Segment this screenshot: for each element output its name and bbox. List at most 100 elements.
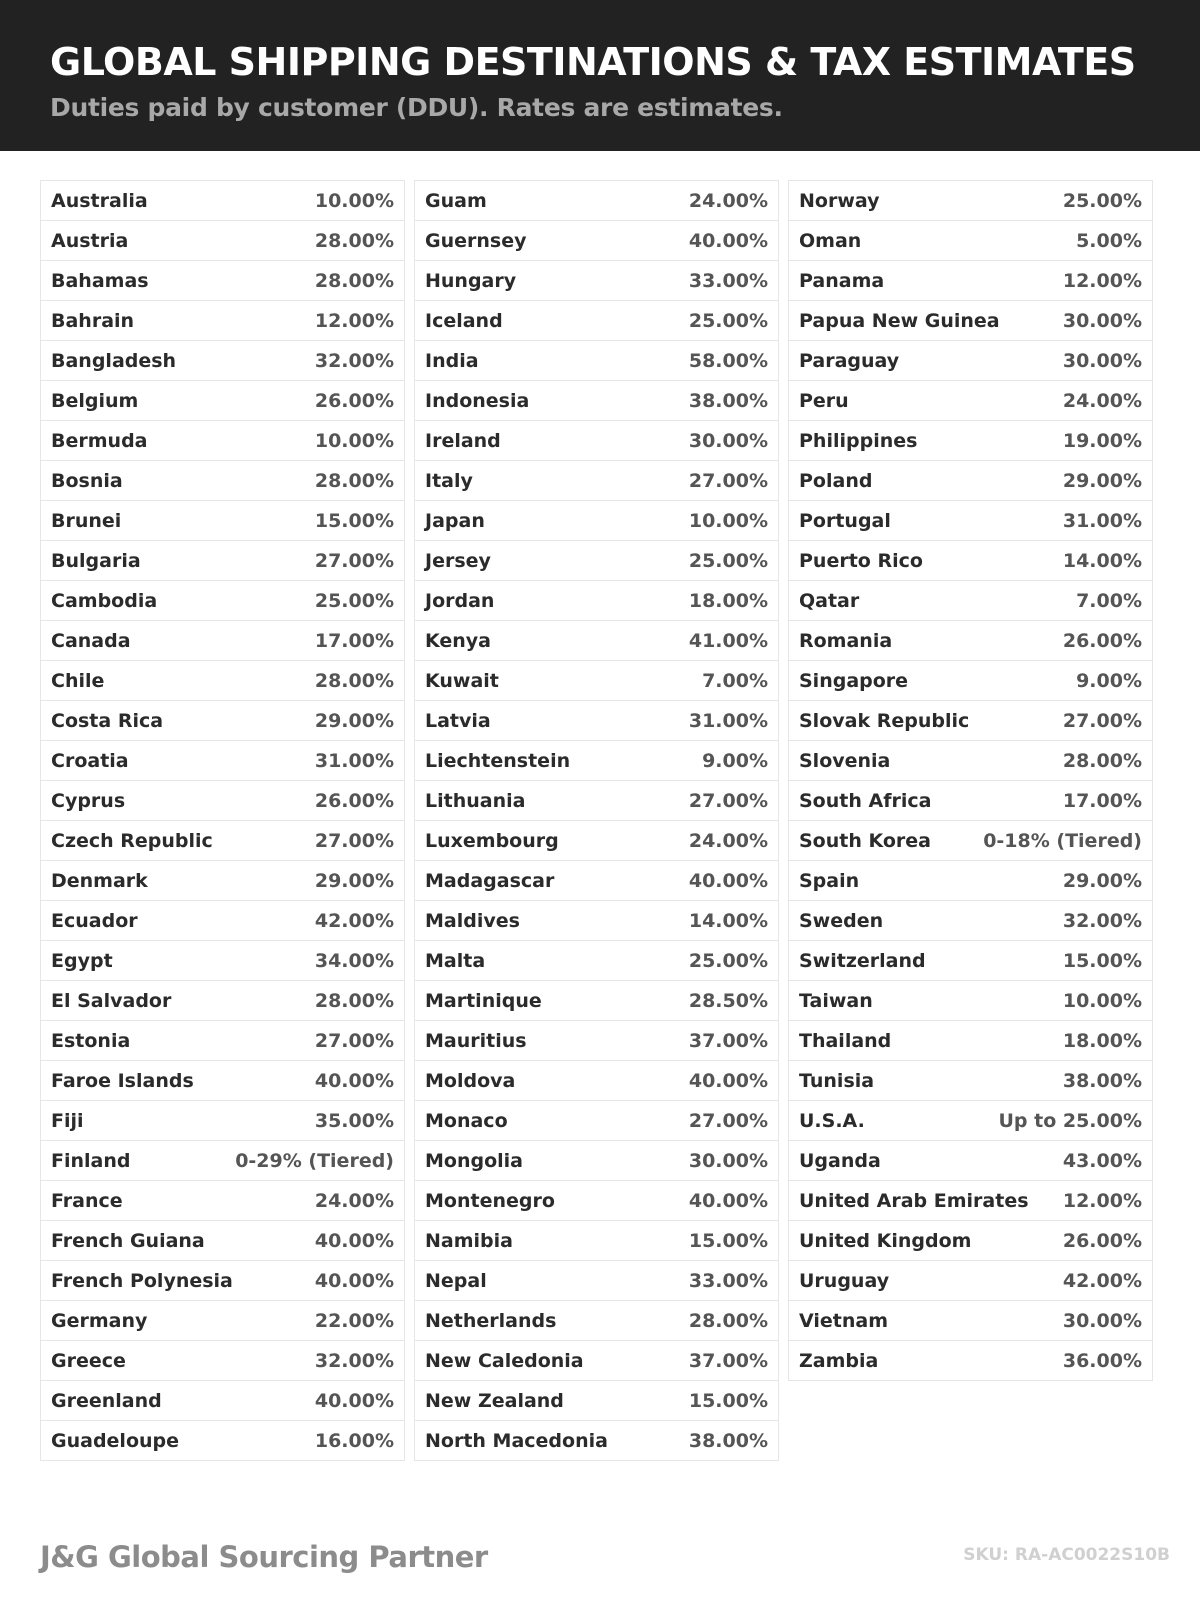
country-name: Taiwan [799,989,873,1012]
country-name: Greenland [51,1389,162,1412]
country-name: Moldova [425,1069,516,1092]
country-name: Mongolia [425,1149,523,1172]
table-row: Moldova 40.00% [415,1061,778,1101]
table-row: Vietnam 30.00% [789,1301,1152,1341]
country-name: Ecuador [51,909,138,932]
tax-rate: 28.00% [1062,749,1142,772]
table-row: Oman 5.00% [789,221,1152,261]
tax-rate: 27.00% [314,549,394,572]
tax-rate: 27.00% [688,789,768,812]
country-name: Madagascar [425,869,555,892]
rates-table-column-2: Guam 24.00% Guernsey 40.00% Hungary 33.00% Ice… [414,180,779,1461]
tax-rate: 9.00% [702,749,768,772]
country-name: Guernsey [425,229,527,252]
table-row: South Korea 0-18% (Tiered) [789,821,1152,861]
country-name: Australia [51,189,148,212]
tax-rate: 24.00% [314,1189,394,1212]
table-row: United Kingdom 26.00% [789,1221,1152,1261]
country-name: Switzerland [799,949,926,972]
tax-rate: 32.00% [314,349,394,372]
tax-rate: 28.00% [314,469,394,492]
table-row: Croatia 31.00% [41,741,404,781]
country-name: Norway [799,189,880,212]
country-name: Tunisia [799,1069,875,1092]
tax-rate: 32.00% [1062,909,1142,932]
table-row: Italy 27.00% [415,461,778,501]
tax-rate: 16.00% [314,1429,394,1452]
country-name: Faroe Islands [51,1069,194,1092]
tax-rate: 29.00% [314,709,394,732]
country-name: Papua New Guinea [799,309,1000,332]
table-row: Zambia 36.00% [789,1341,1152,1381]
table-row: Bahamas 28.00% [41,261,404,301]
header: GLOBAL SHIPPING DESTINATIONS & TAX ESTIM… [0,0,1200,151]
tax-rate: 32.00% [314,1349,394,1372]
tax-rate: 43.00% [1062,1149,1142,1172]
table-row: Costa Rica 29.00% [41,701,404,741]
country-name: Belgium [51,389,139,412]
table-row: New Caledonia 37.00% [415,1341,778,1381]
country-name: Ireland [425,429,501,452]
country-name: Poland [799,469,873,492]
country-name: Croatia [51,749,129,772]
table-row: Ireland 30.00% [415,421,778,461]
tax-rate: 36.00% [1062,1349,1142,1372]
tax-rate: 42.00% [1062,1269,1142,1292]
country-name: Nepal [425,1269,487,1292]
table-row: Qatar 7.00% [789,581,1152,621]
country-name: South Korea [799,829,932,852]
table-row: Indonesia 38.00% [415,381,778,421]
tax-rate: 28.00% [314,989,394,1012]
table-row: Bosnia 28.00% [41,461,404,501]
country-name: Martinique [425,989,542,1012]
tax-rate: 30.00% [1062,309,1142,332]
country-name: Indonesia [425,389,530,412]
tax-rate: 5.00% [1076,229,1142,252]
table-row: Portugal 31.00% [789,501,1152,541]
country-name: Costa Rica [51,709,164,732]
table-row: Guadeloupe 16.00% [41,1421,404,1461]
country-name: South Africa [799,789,932,812]
tax-rate: 24.00% [688,189,768,212]
country-name: Guadeloupe [51,1429,180,1452]
table-row: Guernsey 40.00% [415,221,778,261]
table-row: Tunisia 38.00% [789,1061,1152,1101]
tax-rate: 10.00% [688,509,768,532]
table-row: France 24.00% [41,1181,404,1221]
table-row: Maldives 14.00% [415,901,778,941]
table-row: El Salvador 28.00% [41,981,404,1021]
tax-rate: 12.00% [314,309,394,332]
country-name: Bulgaria [51,549,141,572]
country-name: Italy [425,469,473,492]
table-row: Kuwait 7.00% [415,661,778,701]
country-name: Bahrain [51,309,135,332]
table-row: Japan 10.00% [415,501,778,541]
country-name: Namibia [425,1229,513,1252]
table-row: Austria 28.00% [41,221,404,261]
country-name: Denmark [51,869,148,892]
tax-rate: Up to 25.00% [998,1109,1142,1132]
tax-rate: 40.00% [688,1069,768,1092]
country-name: Bermuda [51,429,148,452]
table-row: Malta 25.00% [415,941,778,981]
country-name: Latvia [425,709,491,732]
table-row: Liechtenstein 9.00% [415,741,778,781]
country-name: North Macedonia [425,1429,608,1452]
table-row: Thailand 18.00% [789,1021,1152,1061]
table-row: Australia 10.00% [41,181,404,221]
tax-rate: 37.00% [688,1349,768,1372]
tax-rate: 38.00% [688,389,768,412]
tax-rate: 25.00% [314,589,394,612]
table-row: Luxembourg 24.00% [415,821,778,861]
table-row: South Africa 17.00% [789,781,1152,821]
tax-rate: 26.00% [314,389,394,412]
tax-rate: 40.00% [314,1069,394,1092]
tax-rate: 27.00% [314,829,394,852]
tax-rate: 0-29% (Tiered) [235,1149,394,1172]
table-row: Netherlands 28.00% [415,1301,778,1341]
table-row: Slovak Republic 27.00% [789,701,1152,741]
table-row: Jersey 25.00% [415,541,778,581]
table-row: Philippines 19.00% [789,421,1152,461]
country-name: Romania [799,629,893,652]
table-row: Bahrain 12.00% [41,301,404,341]
